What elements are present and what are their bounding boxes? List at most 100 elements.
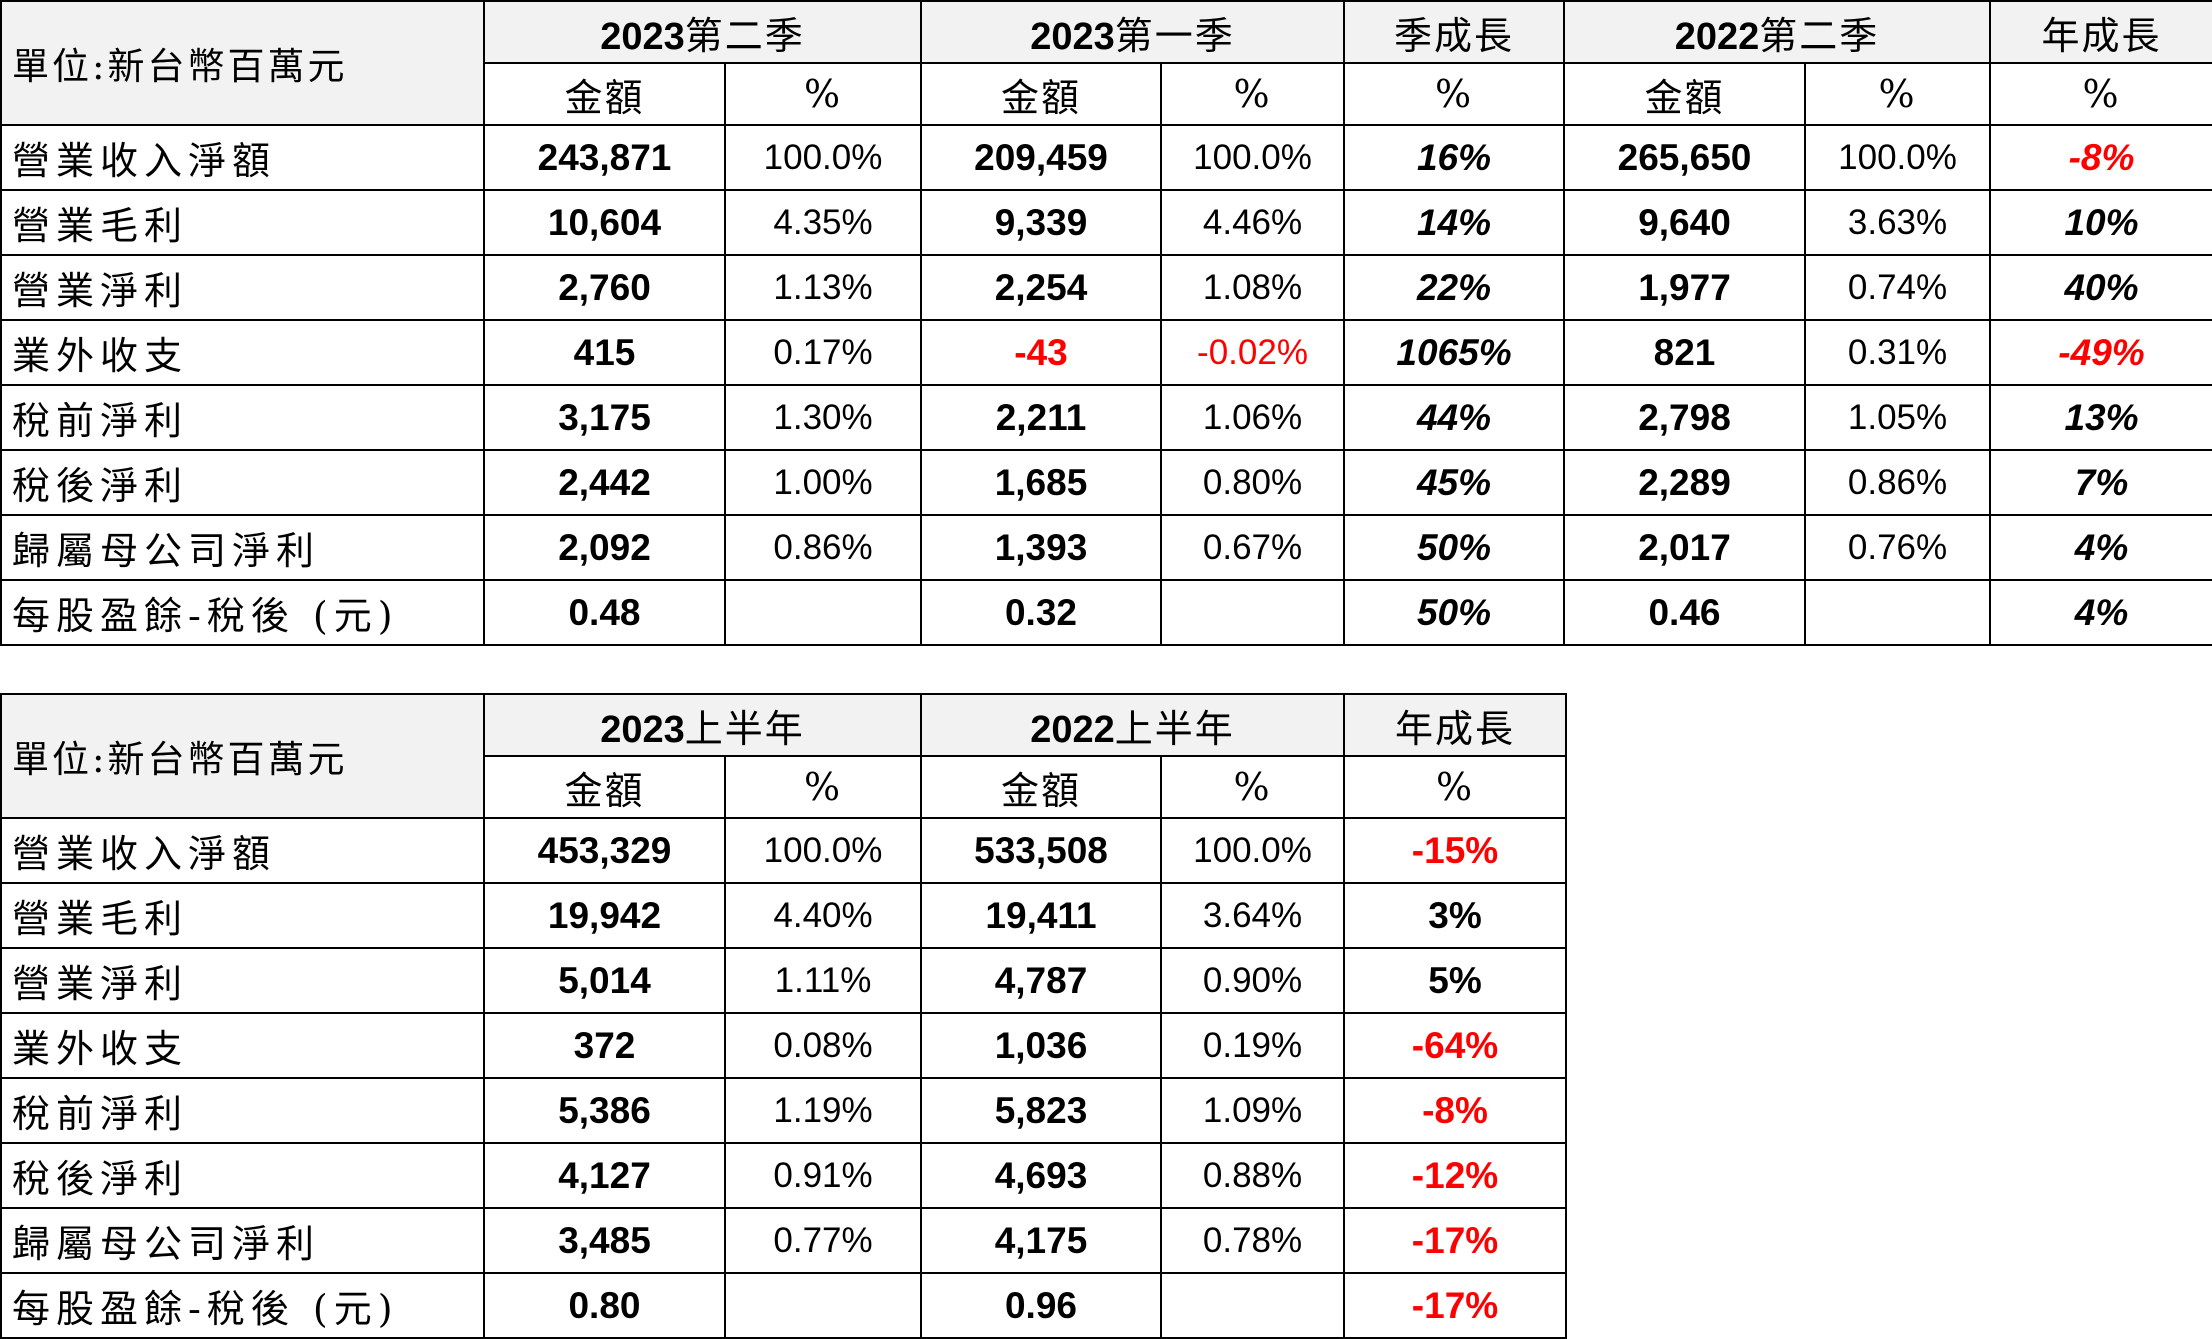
unit-label: 單位:新台幣百萬元 [0, 0, 485, 126]
subheader-amount: 金額 [483, 62, 726, 126]
yoy-growth-cell: -15% [1343, 817, 1567, 884]
amount-cell: 1,977 [1563, 254, 1806, 321]
amount-cell: 415 [483, 319, 726, 386]
subheader-percent: % [1343, 755, 1567, 819]
amount-cell: 0.32 [920, 579, 1162, 646]
row-label: 歸屬母公司淨利 [0, 514, 485, 581]
header-qoq: 季成長 [1343, 0, 1565, 64]
amount-cell: 10,604 [483, 189, 726, 256]
amount-cell: -43 [920, 319, 1162, 386]
amount-cell: 2,017 [1563, 514, 1806, 581]
percent-cell: 0.77% [724, 1207, 922, 1274]
table-row: 歸屬母公司淨利 2,092 0.86% 1,393 0.67% 50% 2,017 0.76%… [0, 514, 2212, 581]
table-row: 稅前淨利 5,386 1.19% 5,823 1.09% -8% [0, 1077, 1567, 1144]
subheader-percent: % [1160, 62, 1345, 126]
amount-cell: 2,092 [483, 514, 726, 581]
table-row: 營業收入淨額 453,329 100.0% 533,508 100.0% -15% [0, 817, 1567, 884]
amount-cell: 4,787 [920, 947, 1162, 1014]
amount-cell: 209,459 [920, 124, 1162, 191]
amount-cell: 3,175 [483, 384, 726, 451]
percent-cell: 100.0% [1160, 817, 1345, 884]
row-label: 稅前淨利 [0, 384, 485, 451]
amount-cell: 0.96 [920, 1272, 1162, 1339]
percent-cell [724, 579, 922, 646]
qoq-growth-cell: 50% [1343, 579, 1565, 646]
percent-cell: 0.76% [1804, 514, 1991, 581]
yoy-growth-cell: -17% [1343, 1207, 1567, 1274]
amount-cell: 2,289 [1563, 449, 1806, 516]
percent-cell: 0.91% [724, 1142, 922, 1209]
percent-cell [724, 1272, 922, 1339]
percent-cell [1160, 1272, 1345, 1339]
amount-cell: 265,650 [1563, 124, 1806, 191]
qoq-growth-cell: 22% [1343, 254, 1565, 321]
percent-cell: 100.0% [1160, 124, 1345, 191]
amount-cell: 2,442 [483, 449, 726, 516]
amount-cell: 2,760 [483, 254, 726, 321]
percent-cell: 1.08% [1160, 254, 1345, 321]
percent-cell: 0.08% [724, 1012, 922, 1079]
amount-cell: 243,871 [483, 124, 726, 191]
yoy-growth-cell: 5% [1343, 947, 1567, 1014]
amount-cell: 4,693 [920, 1142, 1162, 1209]
amount-cell: 19,411 [920, 882, 1162, 949]
percent-cell: 0.78% [1160, 1207, 1345, 1274]
table-row: 營業毛利 10,604 4.35% 9,339 4.46% 14% 9,640 3.63% 10… [0, 189, 2212, 256]
amount-cell: 5,386 [483, 1077, 726, 1144]
percent-cell: 1.13% [724, 254, 922, 321]
percent-cell: 0.86% [1804, 449, 1991, 516]
row-label: 每股盈餘-稅後 (元) [0, 1272, 485, 1339]
percent-cell: 0.67% [1160, 514, 1345, 581]
row-label: 歸屬母公司淨利 [0, 1207, 485, 1274]
row-label: 營業收入淨額 [0, 124, 485, 191]
yoy-growth-cell: 4% [1989, 514, 2212, 581]
subheader-percent: % [1989, 62, 2212, 126]
percent-cell: 3.63% [1804, 189, 1991, 256]
percent-cell: -0.02% [1160, 319, 1345, 386]
qoq-growth-cell: 44% [1343, 384, 1565, 451]
subheader-percent: % [1804, 62, 1991, 126]
subheader-amount: 金額 [920, 62, 1162, 126]
subheader-percent: % [1160, 755, 1345, 819]
header-2023-h1: 2023上半年 [483, 693, 922, 757]
table-row: 每股盈餘-稅後 (元) 0.48 0.32 50% 0.46 4% [0, 579, 2212, 646]
row-label: 稅後淨利 [0, 1142, 485, 1209]
row-label: 業外收支 [0, 1012, 485, 1079]
row-label: 營業毛利 [0, 189, 485, 256]
header-2022-q2: 2022第二季 [1563, 0, 1991, 64]
percent-cell: 0.88% [1160, 1142, 1345, 1209]
quarterly-income-table: 單位:新台幣百萬元 2023第二季 2023第一季 季成長 2022第二季 年成… [0, 0, 2212, 646]
percent-cell: 1.30% [724, 384, 922, 451]
table-row: 每股盈餘-稅後 (元) 0.80 0.96 -17% [0, 1272, 1567, 1339]
qoq-growth-cell: 14% [1343, 189, 1565, 256]
yoy-growth-cell: -17% [1343, 1272, 1567, 1339]
row-label: 稅前淨利 [0, 1077, 485, 1144]
yoy-growth-cell: -8% [1343, 1077, 1567, 1144]
amount-cell: 821 [1563, 319, 1806, 386]
row-label: 業外收支 [0, 319, 485, 386]
percent-cell: 4.35% [724, 189, 922, 256]
yoy-growth-cell: -49% [1989, 319, 2212, 386]
percent-cell: 4.40% [724, 882, 922, 949]
yoy-growth-cell: -12% [1343, 1142, 1567, 1209]
yoy-growth-cell: 40% [1989, 254, 2212, 321]
percent-cell: 100.0% [724, 124, 922, 191]
amount-cell: 0.80 [483, 1272, 726, 1339]
table-row: 營業毛利 19,942 4.40% 19,411 3.64% 3% [0, 882, 1567, 949]
percent-cell: 0.80% [1160, 449, 1345, 516]
amount-cell: 2,254 [920, 254, 1162, 321]
amount-cell: 2,798 [1563, 384, 1806, 451]
yoy-growth-cell: 10% [1989, 189, 2212, 256]
unit-label: 單位:新台幣百萬元 [0, 693, 485, 819]
percent-cell: 1.00% [724, 449, 922, 516]
halfyear-income-table: 單位:新台幣百萬元 2023上半年 2022上半年 年成長 金額 % 金額 % … [0, 693, 1567, 1339]
table-row: 營業收入淨額 243,871 100.0% 209,459 100.0% 16% 265,6… [0, 124, 2212, 191]
amount-cell: 2,211 [920, 384, 1162, 451]
amount-cell: 0.46 [1563, 579, 1806, 646]
amount-cell: 1,036 [920, 1012, 1162, 1079]
percent-cell: 100.0% [724, 817, 922, 884]
percent-cell: 1.11% [724, 947, 922, 1014]
percent-cell: 1.19% [724, 1077, 922, 1144]
qoq-growth-cell: 1065% [1343, 319, 1565, 386]
header-2023-q2: 2023第二季 [483, 0, 922, 64]
